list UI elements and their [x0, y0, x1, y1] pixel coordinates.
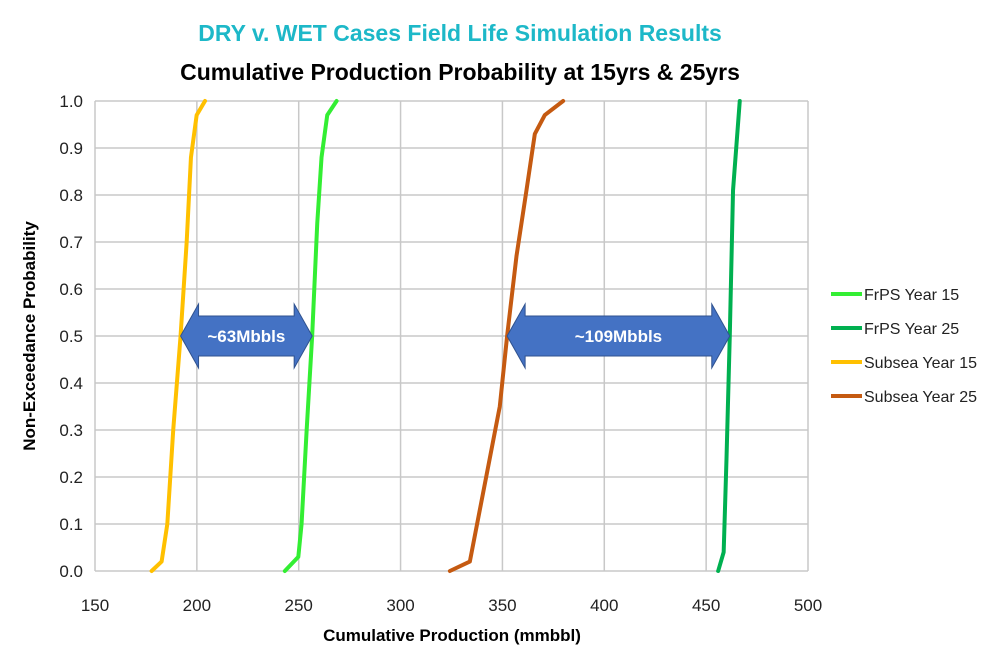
y-tick-label: 0.7: [59, 233, 83, 252]
y-tick-label: 0.3: [59, 421, 83, 440]
chart-title: DRY v. WET Cases Field Life Simulation R…: [198, 20, 722, 46]
y-tick-label: 0.1: [59, 515, 83, 534]
y-tick-label: 0.2: [59, 468, 83, 487]
legend-label: Subsea Year 25: [864, 389, 977, 406]
double-arrow-annotation: [506, 302, 731, 370]
series-line-frps-year-25: [716, 99, 742, 573]
x-axis-label: Cumulative Production (mmbbl): [323, 626, 581, 645]
x-tick-label: 500: [794, 596, 822, 615]
x-tick-label: 400: [590, 596, 618, 615]
y-tick-label: 0.4: [59, 374, 83, 393]
annotation-label: ~63Mbbls: [207, 327, 285, 346]
double-arrow-annotation: [179, 302, 313, 370]
annotations: ~63Mbbls ~109Mbbls: [179, 302, 731, 370]
annotation-label: ~109Mbbls: [575, 327, 662, 346]
x-tick-label: 250: [285, 596, 313, 615]
chart-subtitle: Cumulative Production Probability at 15y…: [180, 59, 740, 85]
y-tick-label: 0.6: [59, 280, 83, 299]
legend-label: Subsea Year 15: [864, 355, 977, 372]
legend: FrPS Year 15 FrPS Year 25 Subsea Year 15 Su…: [831, 287, 977, 406]
x-tick-label: 150: [81, 596, 109, 615]
y-axis-label: Non-Exceedance Probability: [20, 221, 39, 451]
tick-labels: 150 200 250 300 350 400 450 500 0.0 0.1 0.2 0.3 0.4 0…: [59, 92, 822, 615]
x-tick-label: 300: [386, 596, 414, 615]
y-tick-label: 1.0: [59, 92, 83, 111]
y-tick-label: 0.0: [59, 562, 83, 581]
legend-label: FrPS Year 25: [864, 321, 959, 338]
y-tick-label: 0.9: [59, 139, 83, 158]
x-tick-label: 450: [692, 596, 720, 615]
legend-label: FrPS Year 15: [864, 287, 959, 304]
y-tick-label: 0.8: [59, 186, 83, 205]
y-tick-label: 0.5: [59, 327, 83, 346]
x-tick-label: 200: [183, 596, 211, 615]
x-tick-label: 350: [488, 596, 516, 615]
